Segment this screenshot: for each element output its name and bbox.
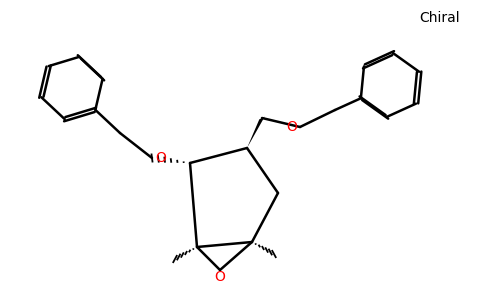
Text: O: O [287,120,298,134]
Text: O: O [155,151,166,165]
Text: O: O [214,270,226,284]
Polygon shape [247,117,265,148]
Text: Chiral: Chiral [420,11,460,25]
